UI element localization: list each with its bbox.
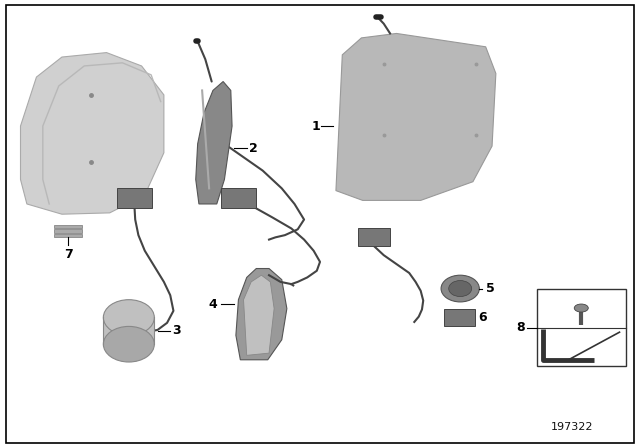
Text: 1: 1 bbox=[311, 120, 320, 133]
Text: 6: 6 bbox=[478, 311, 486, 324]
Bar bbox=[117, 188, 152, 208]
Ellipse shape bbox=[103, 300, 154, 335]
Bar bbox=[444, 310, 475, 327]
Text: 4: 4 bbox=[208, 297, 217, 310]
Polygon shape bbox=[244, 275, 274, 355]
Bar bbox=[358, 228, 390, 246]
Bar bbox=[537, 289, 626, 366]
Text: 7: 7 bbox=[64, 249, 73, 262]
Bar bbox=[54, 229, 83, 233]
Text: 5: 5 bbox=[486, 282, 495, 295]
Ellipse shape bbox=[441, 275, 479, 302]
Polygon shape bbox=[20, 52, 164, 214]
Ellipse shape bbox=[449, 280, 472, 297]
Polygon shape bbox=[196, 82, 232, 204]
Ellipse shape bbox=[574, 304, 588, 312]
Bar bbox=[221, 188, 256, 208]
Text: 2: 2 bbox=[248, 142, 257, 155]
Text: 8: 8 bbox=[516, 321, 525, 334]
Text: 3: 3 bbox=[172, 324, 180, 337]
Ellipse shape bbox=[103, 327, 154, 362]
Polygon shape bbox=[336, 34, 496, 200]
Bar bbox=[54, 234, 83, 237]
Bar bbox=[103, 318, 154, 344]
Polygon shape bbox=[236, 268, 287, 360]
Bar bbox=[54, 225, 83, 228]
Text: 197322: 197322 bbox=[550, 422, 593, 431]
